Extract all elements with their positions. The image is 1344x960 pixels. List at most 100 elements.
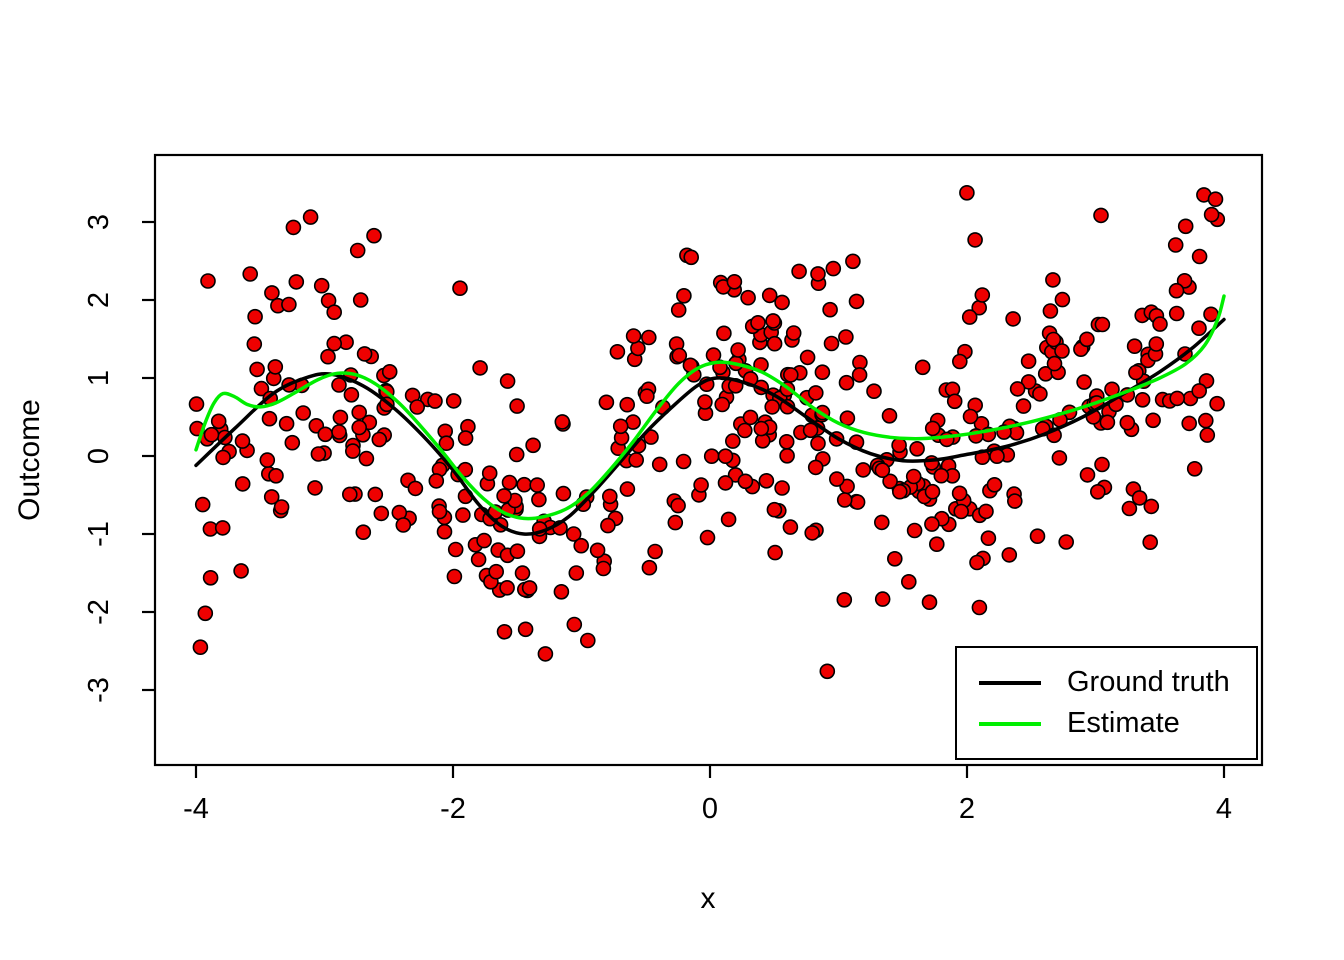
- data-point: [281, 296, 297, 313]
- data-point: [765, 313, 781, 329]
- data-point: [356, 346, 373, 362]
- data-point: [1046, 355, 1063, 372]
- data-point: [307, 480, 323, 496]
- data-point: [849, 494, 866, 510]
- data-point: [343, 386, 360, 403]
- estimate-line-swatch: [979, 721, 1041, 726]
- y-axis-label: Outcome: [13, 399, 46, 521]
- data-point: [974, 287, 991, 303]
- data-point: [1005, 311, 1021, 327]
- data-point: [1181, 415, 1197, 432]
- data-point: [766, 501, 783, 518]
- data-point: [525, 437, 541, 454]
- legend-entry-ground-truth: Ground truth: [957, 668, 1256, 697]
- data-point: [427, 393, 443, 409]
- data-point: [609, 343, 626, 360]
- data-point: [767, 544, 783, 561]
- data-point: [366, 227, 382, 244]
- data-point: [273, 499, 290, 515]
- data-point: [761, 287, 778, 304]
- data-point: [961, 309, 978, 325]
- data-point: [320, 348, 336, 365]
- data-point: [675, 453, 692, 470]
- data-point: [371, 431, 388, 448]
- data-point: [381, 363, 398, 380]
- data-point: [573, 537, 590, 554]
- data-point: [409, 399, 426, 415]
- data-point: [1045, 272, 1061, 288]
- legend-label-ground-truth: Ground truth: [1067, 666, 1230, 698]
- data-point: [978, 503, 994, 520]
- data-point: [914, 359, 931, 376]
- data-point: [1054, 343, 1070, 359]
- data-point: [326, 304, 343, 321]
- data-point: [1143, 498, 1160, 515]
- data-point: [214, 520, 231, 536]
- data-point: [724, 433, 741, 449]
- data-point: [589, 542, 606, 559]
- data-point: [1207, 191, 1224, 207]
- data-point: [1198, 412, 1214, 429]
- data-point: [202, 569, 219, 586]
- data-point: [1001, 547, 1018, 563]
- data-point: [367, 486, 384, 503]
- data-point: [234, 476, 251, 492]
- data-point: [639, 388, 655, 405]
- data-point: [351, 404, 368, 421]
- data-point: [264, 285, 280, 301]
- data-point: [933, 467, 950, 484]
- data-point: [1094, 316, 1111, 333]
- data-point: [697, 394, 713, 410]
- data-point: [1203, 206, 1220, 223]
- data-point: [782, 519, 799, 535]
- y-tick-label: -1: [83, 521, 115, 547]
- data-point: [514, 565, 531, 581]
- data-point: [791, 263, 807, 280]
- data-point: [1093, 207, 1109, 224]
- x-axis-label: x: [700, 882, 716, 915]
- data-point: [267, 359, 284, 375]
- data-point: [247, 308, 263, 325]
- data-point: [779, 447, 795, 464]
- data-point: [891, 483, 908, 500]
- data-point: [891, 437, 907, 454]
- ground-truth-curve: [194, 317, 1226, 536]
- data-point: [310, 446, 327, 462]
- data-point: [537, 646, 554, 662]
- data-point: [909, 440, 925, 457]
- data-point: [455, 507, 471, 523]
- data-point: [866, 383, 882, 400]
- data-point: [670, 497, 686, 514]
- data-point: [828, 471, 845, 487]
- data-point: [881, 407, 898, 424]
- data-point: [737, 473, 754, 490]
- data-point: [683, 249, 700, 266]
- data-point: [730, 342, 746, 358]
- data-point: [825, 260, 842, 277]
- data-point: [407, 480, 424, 497]
- x-tick-label: 2: [959, 793, 975, 825]
- data-point: [1191, 383, 1207, 399]
- data-point: [1045, 331, 1062, 348]
- data-point: [1029, 528, 1046, 545]
- data-point: [1119, 414, 1136, 431]
- y-tick-label: 1: [83, 370, 115, 386]
- data-point: [355, 524, 372, 541]
- data-point: [192, 639, 209, 656]
- data-point: [986, 476, 1003, 493]
- data-point: [838, 374, 855, 391]
- data-point: [886, 550, 903, 567]
- y-tick-label: -2: [83, 599, 115, 625]
- data-point: [349, 242, 366, 259]
- data-point: [517, 621, 534, 638]
- data-point: [529, 477, 546, 493]
- ground-truth-line-swatch: [979, 680, 1041, 685]
- data-point: [553, 583, 570, 600]
- data-point: [259, 452, 276, 468]
- data-point: [612, 418, 629, 435]
- axis-ticks: -4 -2 0 2 4 -3 -2 -1 0 1 2 3: [83, 214, 1232, 825]
- data-point: [967, 232, 983, 248]
- data-point: [882, 473, 898, 490]
- data-point: [1191, 320, 1207, 337]
- data-point: [531, 491, 547, 508]
